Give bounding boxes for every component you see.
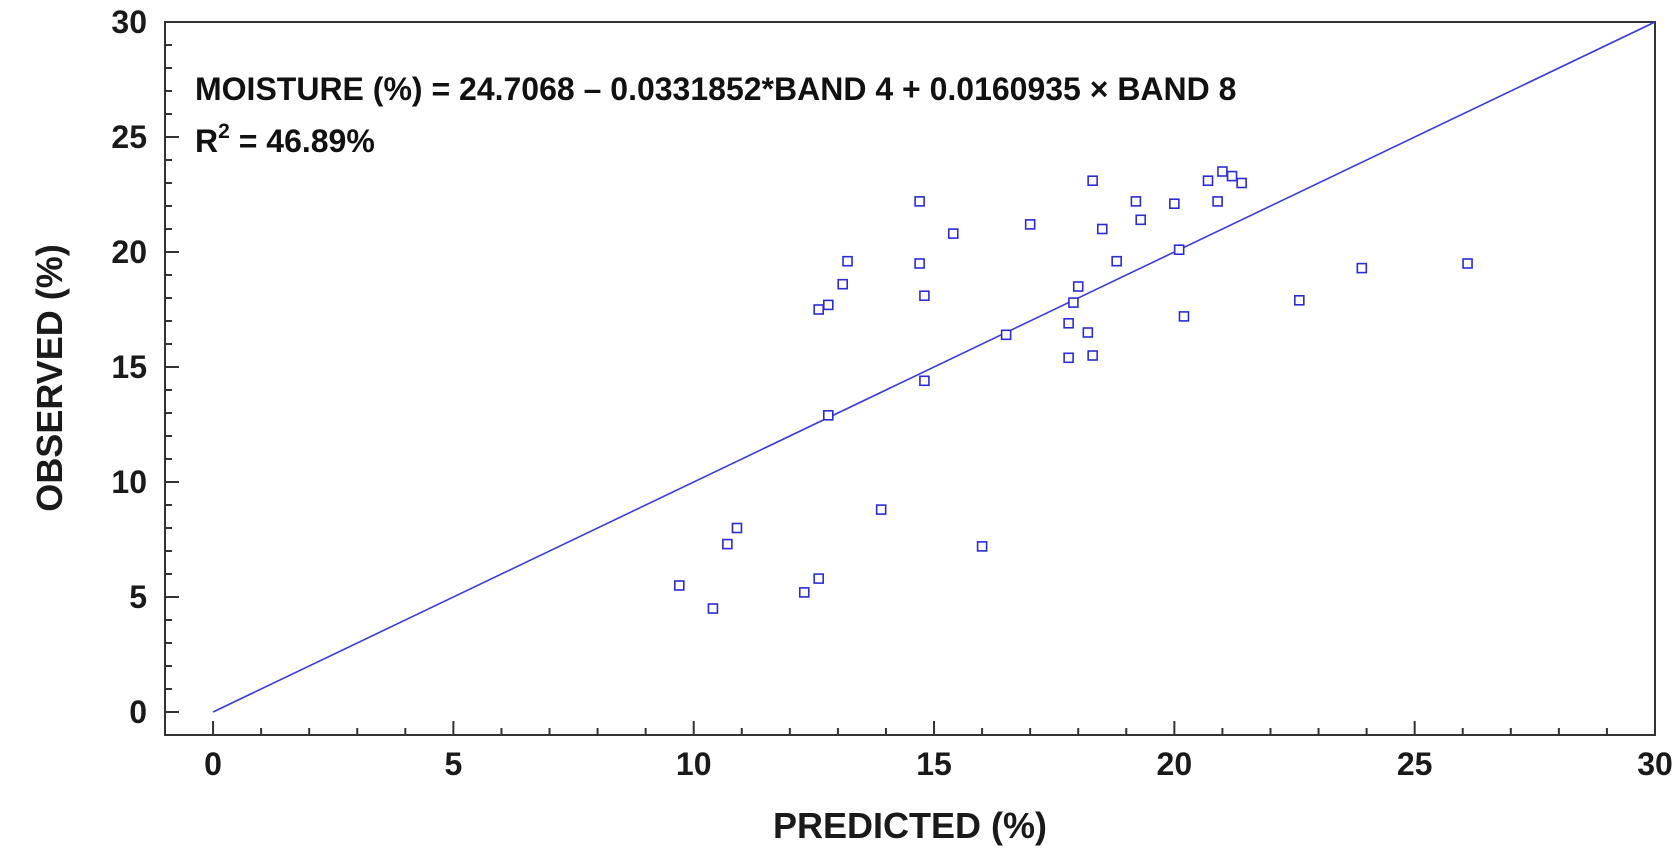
plot-frame	[164, 21, 1656, 736]
y-axis-title: OBSERVED (%)	[29, 244, 70, 511]
data-point	[1063, 317, 1074, 329]
data-point	[1068, 297, 1079, 308]
data-point	[1294, 294, 1305, 306]
data-point	[1135, 214, 1147, 226]
ticks-layer: 0 5 10 15 20 25 30 0 5 10 15 20 25 30	[111, 4, 1672, 782]
data-point	[798, 587, 810, 598]
data-point	[919, 290, 930, 302]
data-point	[822, 299, 834, 311]
y-tick-label: 0	[129, 694, 147, 730]
data-point	[842, 255, 853, 267]
r-squared: R2 = 46.89%	[195, 120, 375, 159]
data-point	[822, 409, 834, 421]
data-point	[1096, 223, 1108, 235]
y-tick-label: 20	[111, 234, 147, 270]
data-point	[1217, 166, 1228, 177]
data-point	[1178, 311, 1190, 322]
data-point	[1202, 175, 1214, 186]
data-point	[914, 258, 925, 269]
x-tick-label: 25	[1397, 746, 1433, 782]
data-point	[837, 278, 849, 290]
data-point	[707, 603, 719, 614]
y-tick-label: 10	[111, 464, 147, 500]
reference-line-layer	[212, 21, 1656, 713]
r-squared-value: = 46.89%	[230, 123, 375, 159]
data-point	[1169, 198, 1180, 209]
x-tick-label: 15	[916, 746, 952, 782]
x-axis-title: PREDICTED (%)	[773, 805, 1047, 846]
y-tick-label: 5	[129, 579, 147, 615]
data-point	[875, 504, 887, 515]
data-point	[1111, 255, 1122, 267]
data-point	[731, 522, 743, 534]
x-tick-label: 5	[444, 746, 462, 782]
data-point	[813, 304, 824, 315]
x-tick-label: 20	[1157, 746, 1193, 782]
data-point	[1087, 350, 1098, 361]
data-point	[1212, 196, 1223, 207]
data-point	[947, 228, 959, 239]
data-point	[1462, 258, 1473, 269]
points-layer	[673, 166, 1473, 614]
data-point	[1130, 196, 1142, 207]
y-tick-label: 25	[111, 119, 147, 155]
x-tick-label: 10	[676, 746, 712, 782]
data-point	[673, 580, 685, 591]
data-point	[1173, 244, 1185, 255]
r-squared-prefix: R	[195, 123, 218, 159]
data-point	[1356, 262, 1368, 274]
data-point	[1024, 219, 1036, 230]
data-point	[1000, 329, 1012, 341]
y-tick-label: 15	[111, 349, 147, 385]
data-point	[914, 196, 925, 207]
data-point	[976, 541, 988, 552]
r-squared-sup: 2	[218, 120, 230, 143]
data-point	[1082, 327, 1094, 338]
data-point	[1063, 352, 1074, 364]
regression-equation: MOISTURE (%) = 24.7068 – 0.0331852*BAND …	[195, 71, 1236, 107]
x-tick-label: 30	[1637, 746, 1673, 782]
data-point	[813, 573, 824, 584]
data-point	[722, 538, 733, 550]
reference-line	[212, 21, 1656, 713]
data-point	[1072, 281, 1084, 292]
data-point	[1236, 177, 1247, 189]
x-tick-label: 0	[204, 746, 222, 782]
data-point	[1087, 175, 1098, 186]
y-tick-label: 30	[111, 4, 147, 40]
data-point	[919, 375, 930, 387]
data-point	[1226, 170, 1238, 182]
